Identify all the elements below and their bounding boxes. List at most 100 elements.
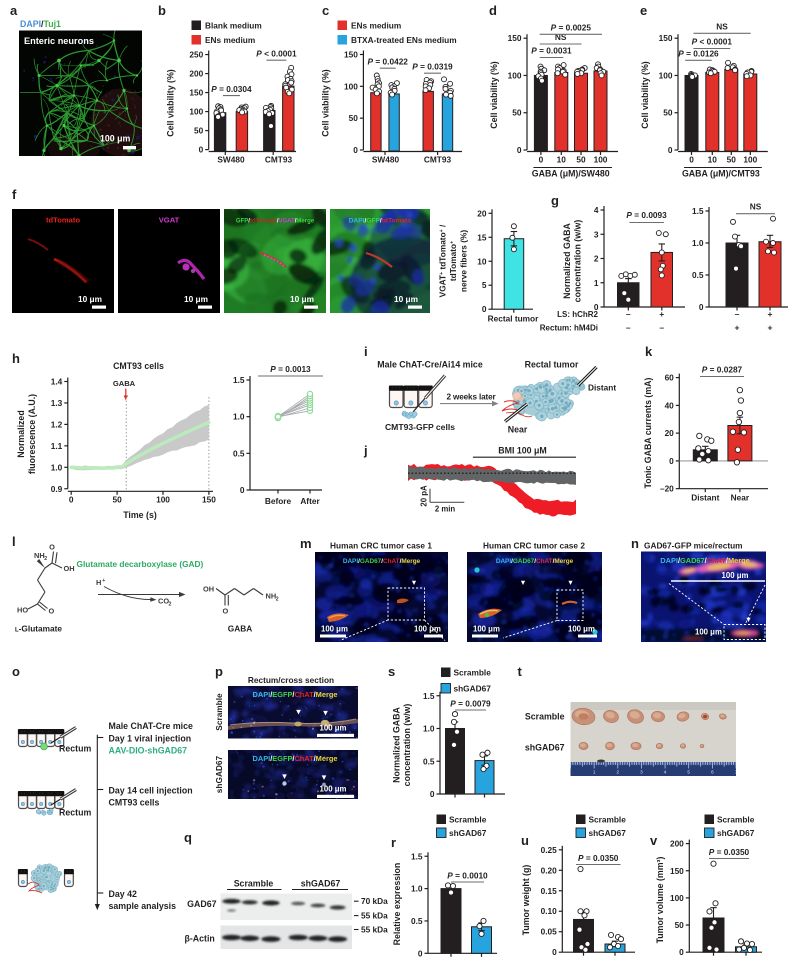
- svg-text:0: 0: [699, 302, 704, 312]
- svg-text:+: +: [767, 309, 772, 319]
- svg-text:Scramble: Scramble: [449, 815, 487, 825]
- svg-text:DAPI/EGFP/ChAT/Merge: DAPI/EGFP/ChAT/Merge: [253, 690, 338, 699]
- svg-text:2: 2: [617, 770, 620, 775]
- svg-text:O: O: [223, 607, 229, 616]
- svg-text:q: q: [184, 830, 192, 845]
- svg-text:OH: OH: [64, 564, 75, 573]
- svg-text:+: +: [102, 578, 105, 584]
- svg-text:GAD67-GFP mice/rectum: GAD67-GFP mice/rectum: [644, 541, 743, 551]
- svg-text:GABA: GABA: [228, 624, 252, 634]
- svg-text:Distant: Distant: [691, 493, 719, 503]
- svg-text:10 μm: 10 μm: [290, 294, 314, 304]
- svg-text:Tonic GABA currents (mA): Tonic GABA currents (mA): [643, 377, 653, 488]
- svg-text:Cell viability (%): Cell viability (%): [489, 61, 499, 129]
- svg-text:Tumor volume (mm³): Tumor volume (mm³): [655, 857, 665, 944]
- svg-text:GABA: GABA: [113, 379, 136, 388]
- svg-text:5: 5: [687, 770, 690, 775]
- svg-text:1.4: 1.4: [51, 377, 63, 387]
- svg-text:2: 2: [169, 602, 172, 608]
- svg-text:b: b: [158, 3, 166, 18]
- svg-text:Normalized GABA: Normalized GABA: [562, 222, 572, 298]
- svg-text:Normalized: Normalized: [16, 410, 26, 457]
- svg-text:3: 3: [594, 229, 599, 239]
- svg-text:2: 2: [44, 556, 47, 562]
- svg-text:VGAT+ tdTomato+ /: VGAT+ tdTomato+ /: [438, 224, 448, 297]
- svg-text:0: 0: [669, 456, 674, 466]
- svg-text:0.9: 0.9: [51, 484, 63, 494]
- svg-text:NS: NS: [750, 202, 762, 212]
- svg-text:Enteric neurons: Enteric neurons: [24, 36, 94, 46]
- svg-text:1.0: 1.0: [233, 412, 245, 422]
- svg-text:concentration (w/w): concentration (w/w): [402, 704, 412, 787]
- svg-text:β-Actin: β-Actin: [185, 933, 215, 943]
- svg-text:NS: NS: [716, 22, 728, 32]
- svg-text:Rectal tumor: Rectal tumor: [525, 360, 579, 370]
- svg-text:P < 0.0001: P < 0.0001: [692, 37, 733, 47]
- svg-text:CMT93 cells: CMT93 cells: [113, 361, 164, 371]
- svg-text:GABA (μM)/CMT93: GABA (μM)/CMT93: [682, 169, 760, 179]
- svg-text:0.20: 0.20: [541, 865, 558, 875]
- svg-text:3: 3: [640, 770, 643, 775]
- svg-text:–20: –20: [660, 484, 674, 494]
- svg-text:d: d: [489, 3, 497, 18]
- svg-text:Rectum: Rectum: [59, 744, 91, 754]
- svg-text:Scramble: Scramble: [214, 693, 224, 731]
- svg-text:Normalized GABA: Normalized GABA: [392, 706, 402, 782]
- svg-text:50: 50: [349, 113, 359, 123]
- svg-text:Distant: Distant: [588, 382, 616, 392]
- svg-text:Day 1 viral injection: Day 1 viral injection: [109, 733, 192, 743]
- svg-text:0.5: 0.5: [423, 756, 435, 766]
- svg-text:100: 100: [659, 70, 673, 80]
- svg-text:SW480: SW480: [217, 155, 245, 165]
- svg-text:–: –: [659, 323, 664, 333]
- svg-text:150: 150: [344, 49, 358, 59]
- svg-text:250: 250: [189, 50, 203, 60]
- svg-text:GABA (μM)/SW480: GABA (μM)/SW480: [532, 169, 610, 179]
- svg-text:tdTomato: tdTomato: [46, 216, 80, 225]
- svg-text:nerve fibers (%): nerve fibers (%): [459, 230, 469, 292]
- svg-text:50: 50: [194, 126, 204, 136]
- svg-text:GFP/tdTomato/VGAT/Merge: GFP/tdTomato/VGAT/Merge: [236, 219, 315, 225]
- svg-text:t: t: [518, 664, 523, 679]
- svg-text:1.5: 1.5: [233, 375, 245, 385]
- svg-text:j: j: [363, 443, 368, 458]
- svg-text:2: 2: [594, 254, 599, 264]
- svg-text:10: 10: [708, 155, 718, 165]
- svg-text:NS: NS: [555, 32, 567, 42]
- svg-text:SW480: SW480: [372, 155, 400, 165]
- svg-text:0.5: 0.5: [233, 448, 245, 458]
- svg-text:150: 150: [189, 88, 203, 98]
- svg-text:10 μm: 10 μm: [394, 294, 418, 304]
- svg-text:1: 1: [593, 770, 596, 775]
- svg-text:50: 50: [663, 108, 673, 118]
- svg-text:P = 0.0304: P = 0.0304: [211, 84, 252, 94]
- svg-text:70 kDa: 70 kDa: [361, 896, 388, 906]
- svg-text:100 μm: 100 μm: [320, 785, 347, 794]
- svg-text:1.0: 1.0: [51, 462, 63, 472]
- svg-text:10: 10: [557, 155, 567, 165]
- svg-text:100 μm: 100 μm: [473, 625, 500, 634]
- svg-text:100: 100: [743, 155, 757, 165]
- svg-text:1.5: 1.5: [423, 691, 435, 701]
- svg-text:CMT93: CMT93: [265, 155, 293, 165]
- svg-text:H: H: [96, 578, 101, 587]
- svg-text:OH: OH: [203, 585, 214, 594]
- svg-text:0.10: 0.10: [541, 906, 558, 916]
- svg-text:a: a: [10, 3, 18, 18]
- svg-text:10 μm: 10 μm: [184, 294, 208, 304]
- svg-text:o: o: [12, 664, 20, 679]
- svg-text:shGAD67: shGAD67: [214, 755, 224, 793]
- svg-text:7: 7: [735, 770, 738, 775]
- svg-text:r: r: [391, 835, 396, 850]
- svg-text:1.0: 1.0: [411, 884, 423, 894]
- svg-text:CO: CO: [158, 597, 169, 606]
- svg-text:100: 100: [594, 155, 608, 165]
- svg-text:50: 50: [576, 155, 586, 165]
- svg-text:50: 50: [512, 108, 522, 118]
- svg-text:DAPI/GAD67/ChAT/Merge: DAPI/GAD67/ChAT/Merge: [660, 556, 749, 565]
- svg-text:150: 150: [670, 866, 684, 876]
- svg-text:P = 0.0013: P = 0.0013: [270, 364, 311, 374]
- svg-text:6: 6: [711, 770, 714, 775]
- svg-text:Scramble: Scramble: [589, 815, 627, 825]
- svg-text:200: 200: [189, 69, 203, 79]
